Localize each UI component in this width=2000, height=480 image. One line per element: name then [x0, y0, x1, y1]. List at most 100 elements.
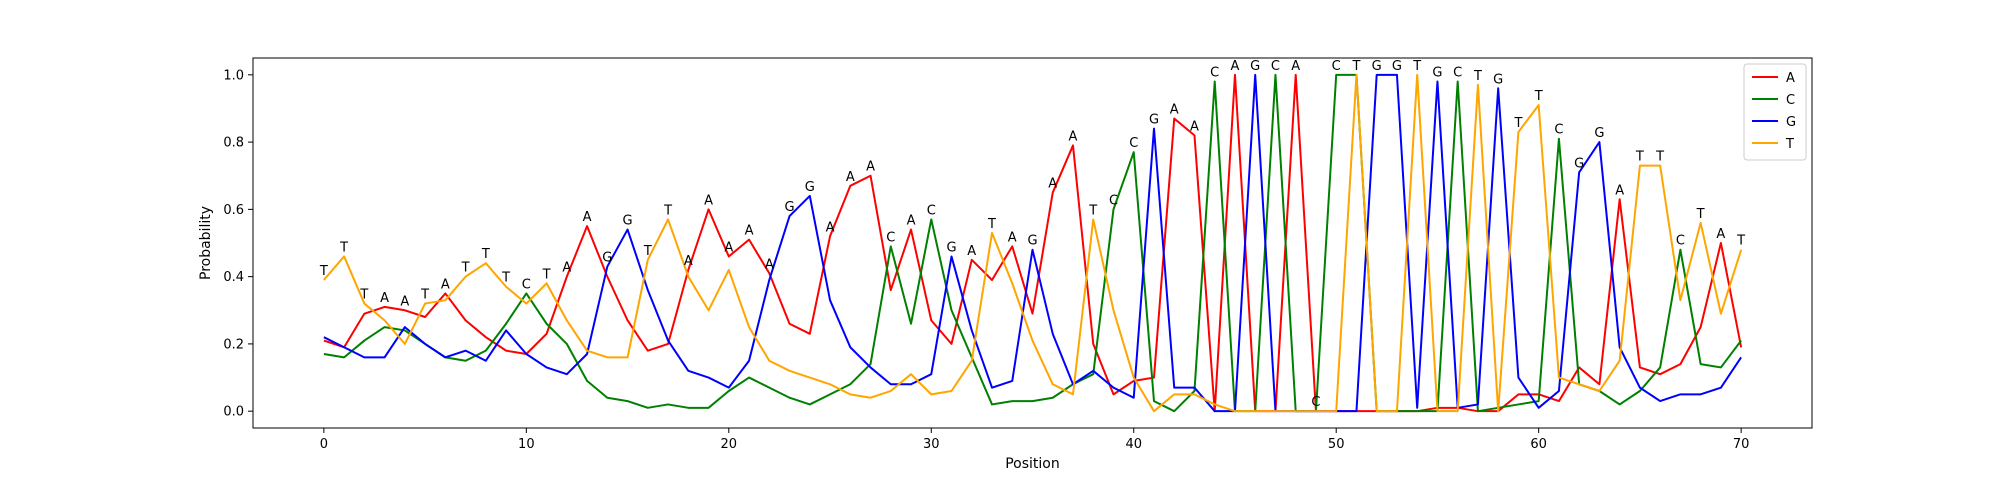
- peak-label: C: [1129, 136, 1138, 151]
- peak-label: T: [1696, 207, 1705, 222]
- series-layer: [323, 73, 1743, 413]
- peak-label: T: [1635, 150, 1644, 165]
- legend-box: [1743, 63, 1807, 161]
- peak-label: G: [946, 240, 956, 255]
- y-axis: 0.0 0.2 0.4 0.6 0.8 1.0: [223, 68, 253, 420]
- peak-label: G: [1392, 59, 1402, 74]
- peak-label: T: [663, 203, 672, 218]
- x-tick-label: 30: [923, 437, 940, 452]
- peak-label: G: [602, 251, 612, 266]
- y-tick-label: 0.4: [223, 270, 244, 285]
- peak-label: C: [1453, 66, 1462, 81]
- peak-label: A: [765, 257, 774, 272]
- peak-label: G: [805, 180, 815, 195]
- peak-label: A: [967, 244, 976, 259]
- peak-label: A: [1716, 227, 1725, 242]
- peak-label: A: [441, 277, 450, 292]
- peak-label: G: [1250, 59, 1260, 74]
- peak-label: A: [1069, 129, 1078, 144]
- peak-label: T: [1534, 89, 1543, 104]
- series-line-G: [323, 73, 1742, 413]
- y-axis-title: Probability: [198, 206, 214, 280]
- y-tick-label: 0.8: [223, 136, 244, 151]
- legend-label-T: T: [1785, 137, 1794, 152]
- peak-label: G: [1432, 66, 1442, 81]
- peak-label: T: [542, 267, 551, 282]
- peak-label: T: [1412, 59, 1421, 74]
- peak-label: C: [1210, 66, 1219, 81]
- peak-label: T: [1655, 150, 1664, 165]
- peak-label: A: [745, 224, 754, 239]
- peak-label: A: [583, 210, 592, 225]
- peak-label: T: [1736, 234, 1745, 249]
- peak-label: T: [420, 288, 429, 303]
- legend-label-C: C: [1786, 93, 1795, 108]
- peak-label: T: [481, 247, 490, 262]
- peak-label: A: [846, 170, 855, 185]
- peak-label: A: [907, 214, 916, 229]
- peak-label: C: [522, 277, 531, 292]
- peak-label: A: [562, 261, 571, 276]
- x-axis: 0 10 20 30 40 50 60 70: [320, 428, 1750, 452]
- x-tick-label: 70: [1733, 437, 1750, 452]
- peak-label: T: [319, 264, 328, 279]
- peak-label: A: [1170, 103, 1179, 118]
- x-tick-label: 10: [518, 437, 535, 452]
- x-tick-label: 60: [1530, 437, 1547, 452]
- peak-label: A: [1048, 177, 1057, 192]
- peak-label: T: [1513, 116, 1522, 131]
- peak-label: A: [380, 291, 389, 306]
- x-axis-title: Position: [1005, 456, 1060, 472]
- peak-label: T: [1088, 203, 1097, 218]
- peak-label: A: [866, 160, 875, 175]
- peak-label: G: [1372, 59, 1382, 74]
- peak-label: A: [1615, 183, 1624, 198]
- x-tick-label: 0: [320, 437, 328, 452]
- peak-label: T: [643, 244, 652, 259]
- peak-label: T: [987, 217, 996, 232]
- y-tick-label: 0.0: [223, 405, 244, 420]
- peak-label: T: [501, 271, 510, 286]
- peak-label: A: [1008, 230, 1017, 245]
- y-tick-label: 1.0: [223, 68, 244, 83]
- peak-label: A: [704, 193, 713, 208]
- peak-label: T: [1473, 69, 1482, 84]
- peak-label: G: [623, 214, 633, 229]
- legend-label-A: A: [1786, 71, 1795, 86]
- peak-label: C: [1271, 59, 1280, 74]
- peak-label: G: [1594, 126, 1604, 141]
- legend-label-G: G: [1786, 115, 1796, 130]
- peak-label: G: [1027, 234, 1037, 249]
- peak-label: A: [1231, 59, 1240, 74]
- peak-label: T: [461, 261, 470, 276]
- peak-label: C: [1676, 234, 1685, 249]
- peak-label: C: [1109, 193, 1118, 208]
- peak-label: T: [359, 288, 368, 303]
- peak-label: G: [1574, 156, 1584, 171]
- plot-frame: [252, 57, 1813, 429]
- peak-label: A: [400, 294, 409, 309]
- peak-label: A: [1190, 119, 1199, 134]
- peak-label: A: [826, 220, 835, 235]
- peak-label: T: [1351, 59, 1360, 74]
- y-tick-label: 0.6: [223, 203, 244, 218]
- peak-label: C: [1311, 395, 1320, 410]
- peak-label: A: [684, 254, 693, 269]
- x-tick-label: 40: [1125, 437, 1142, 452]
- peak-label: A: [724, 240, 733, 255]
- peak-label: C: [886, 230, 895, 245]
- peak-label: G: [785, 200, 795, 215]
- peak-label: T: [339, 240, 348, 255]
- x-tick-label: 20: [721, 437, 738, 452]
- series-line-T: [323, 73, 1743, 413]
- peak-label: G: [1493, 72, 1503, 87]
- peak-label: C: [1554, 123, 1563, 138]
- x-tick-label: 50: [1328, 437, 1345, 452]
- peak-label: C: [927, 203, 936, 218]
- peak-label: C: [1332, 59, 1341, 74]
- series-line-C: [323, 73, 1742, 413]
